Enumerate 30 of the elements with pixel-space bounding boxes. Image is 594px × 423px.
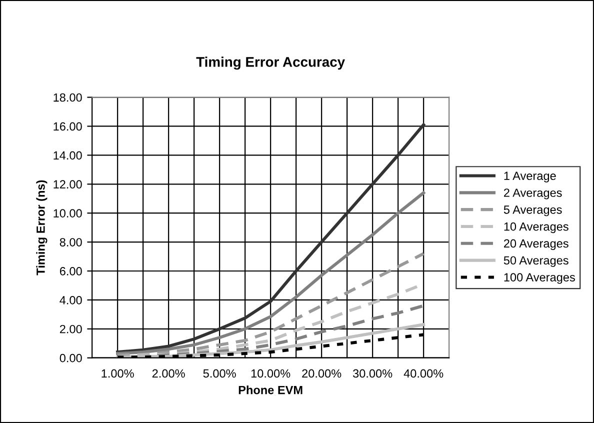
x-tick-label: 2.00%	[152, 369, 185, 378]
x-axis-title: Phone EVM	[238, 386, 302, 394]
y-tick-label: 8.00	[60, 238, 82, 246]
x-tick-label: 30.00%	[352, 369, 392, 378]
legend-label: 50 Averages	[504, 256, 568, 267]
x-tick-label: 1.00%	[102, 369, 134, 378]
y-tick-label: 16.00	[54, 122, 82, 131]
y-tick-label: 4.00	[60, 296, 82, 304]
y-tick-label: 2.00	[60, 324, 82, 334]
line-series	[116, 191, 426, 356]
y-tick-label: 0.00	[60, 354, 82, 362]
x-tick-label: 40.00%	[404, 369, 444, 378]
y-tick-label: 14.00	[54, 151, 82, 160]
chart-title: Timing Error Accuracy	[196, 56, 345, 70]
legend-label: 2 Averages	[504, 188, 562, 200]
x-tick-label: 5.00%	[203, 369, 236, 378]
y-axis-title: Timing Error (ns)	[36, 180, 48, 276]
x-tick-label: 20.00%	[302, 369, 342, 378]
y-tick-label: 12.00	[54, 180, 82, 189]
legend-label: 100 Averages	[504, 273, 575, 284]
x-tick-label: 10.00%	[251, 369, 290, 378]
y-tick-label: 6.00	[60, 267, 82, 276]
legend-label: 10 Averages	[504, 222, 568, 234]
line-series	[116, 123, 426, 354]
legend-label: 1 Average	[504, 172, 556, 182]
legend-label: 5 Averages	[504, 206, 562, 216]
y-tick-label: 10.00	[54, 209, 82, 218]
y-tick-label: 18.00	[54, 93, 82, 102]
line-series	[116, 252, 426, 356]
legend-label: 20 Averages	[504, 239, 568, 250]
